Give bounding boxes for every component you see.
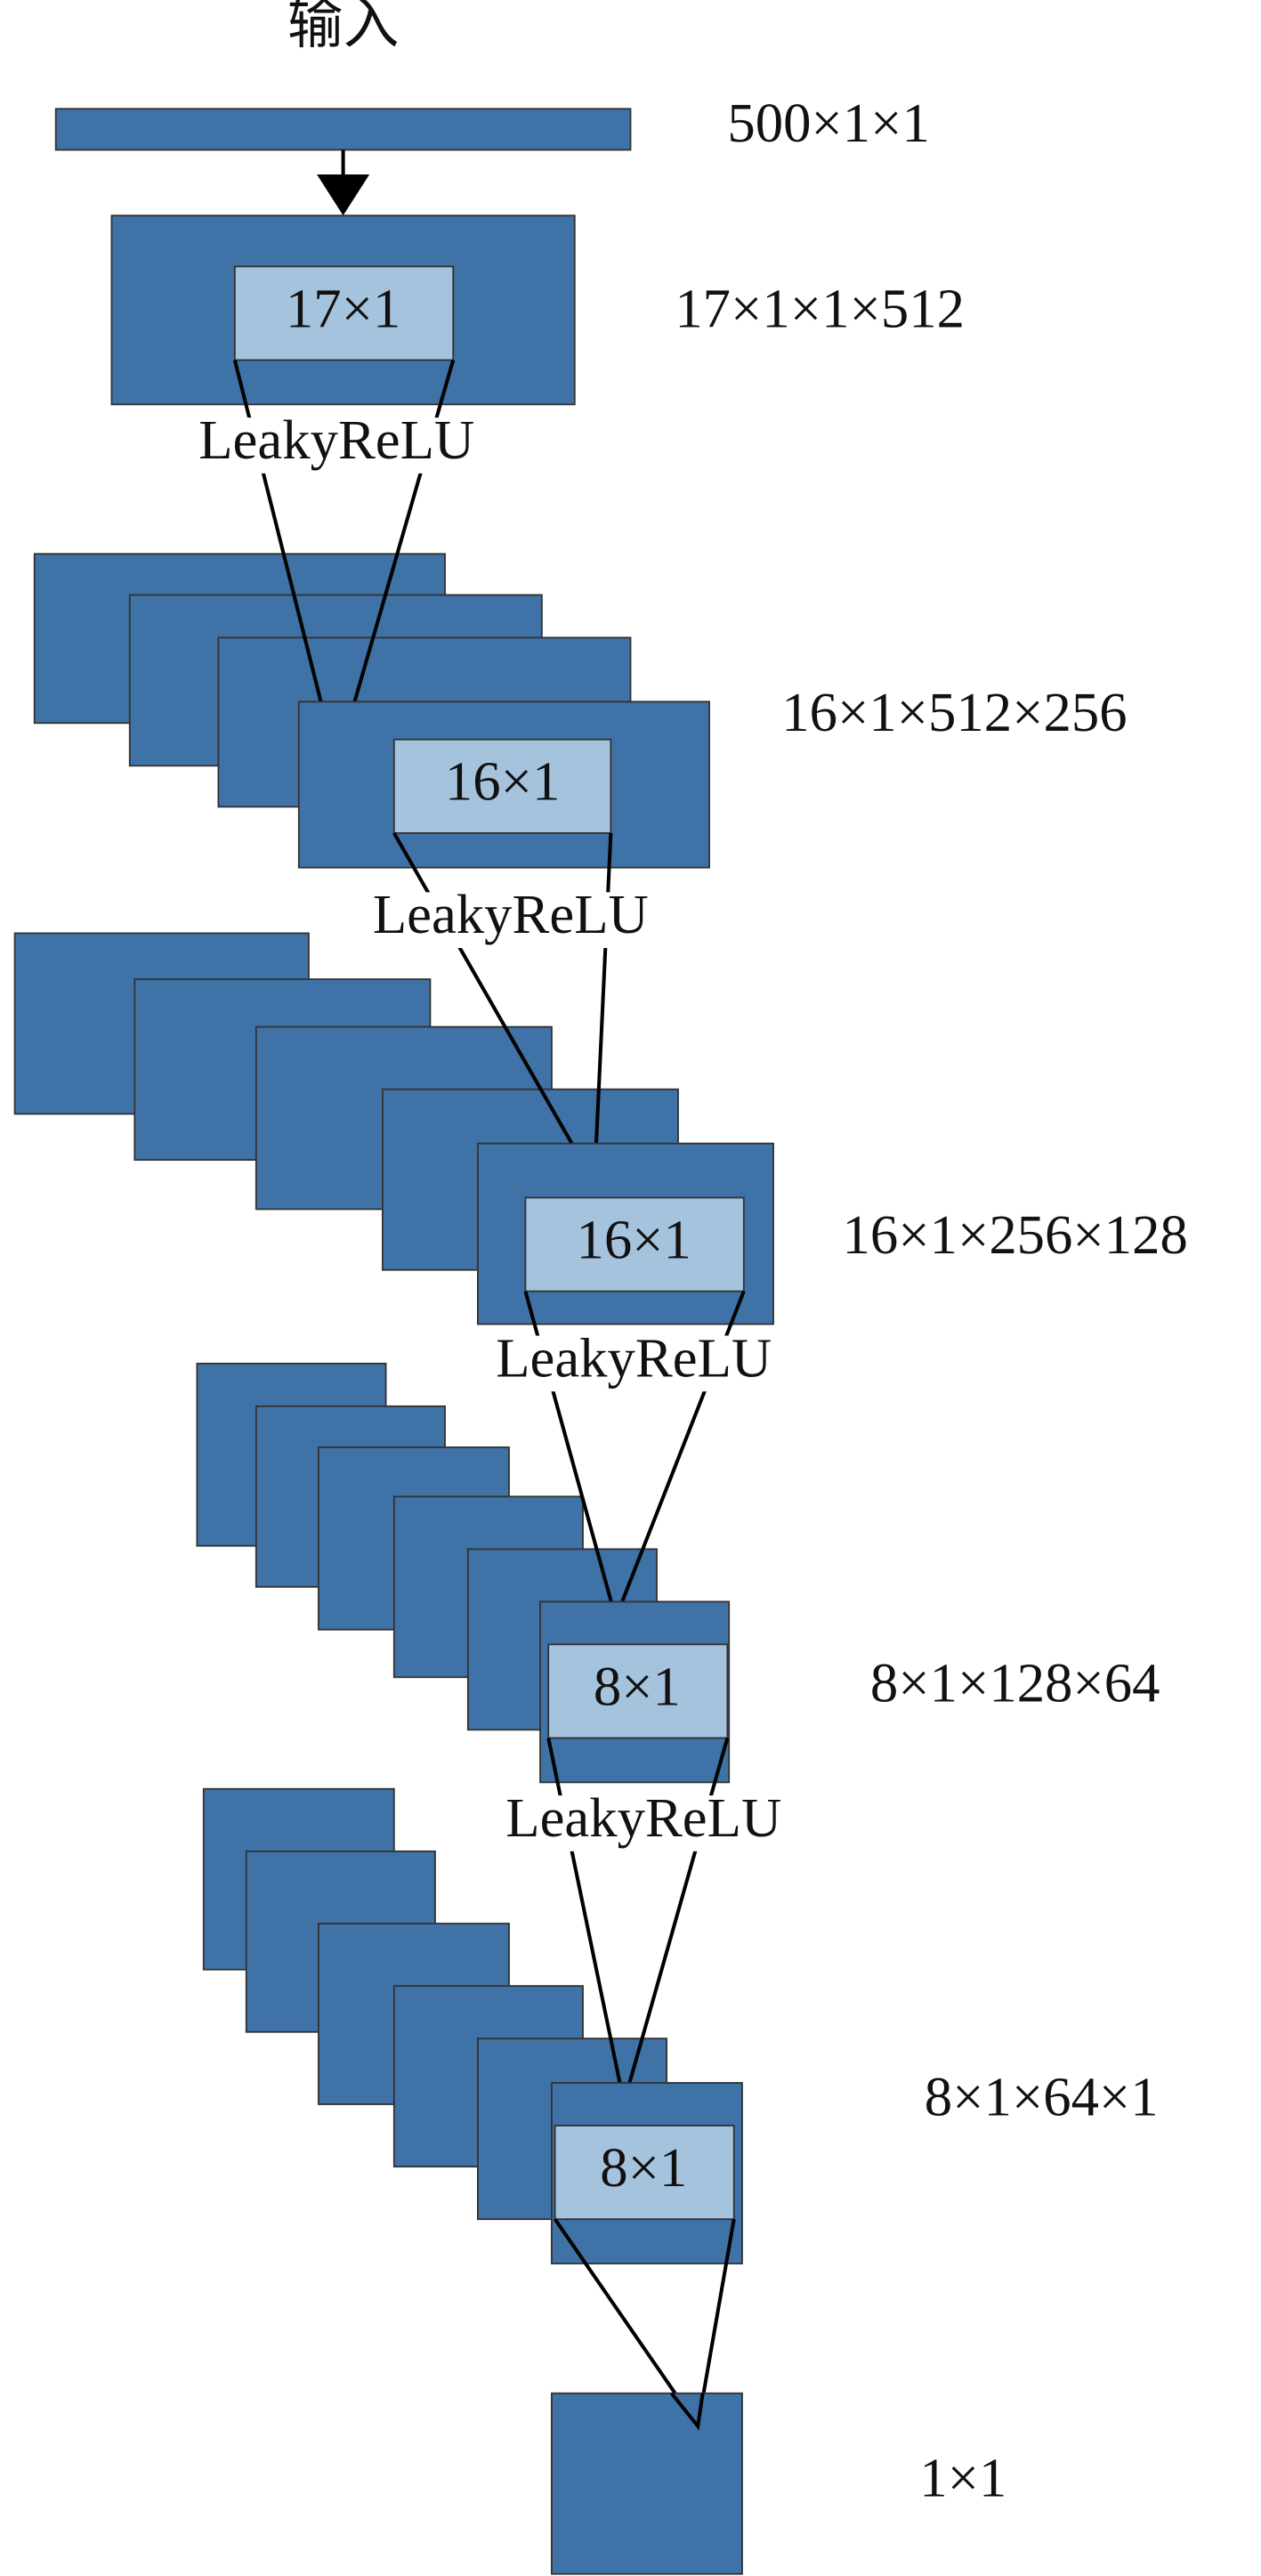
input-block	[54, 108, 632, 151]
label-bg	[354, 892, 670, 949]
shape-label: 8×1×128×64	[870, 1652, 1160, 1714]
kernel	[554, 2125, 735, 2221]
kernel-label: 8×1	[594, 1655, 681, 1717]
activation-label: LeakyReLU	[496, 1326, 772, 1389]
kernel	[233, 265, 455, 361]
activation-label: LeakyReLU	[505, 1786, 781, 1849]
kernel	[547, 1643, 729, 1739]
kernel-label: 17×1	[286, 277, 400, 339]
kernel-label: 8×1	[600, 2136, 687, 2199]
label-bg	[476, 1335, 792, 1392]
label-bg	[180, 417, 497, 474]
output-block	[551, 2392, 743, 2575]
kernel	[392, 738, 612, 834]
input-label: 输入	[287, 0, 399, 55]
label-bg	[486, 1795, 802, 1851]
shape-label: 16×1×512×256	[781, 681, 1127, 743]
kernel	[524, 1196, 745, 1292]
arrow-head	[317, 174, 370, 216]
shape-label: 1×1	[919, 2447, 1006, 2509]
shape-label: 17×1×1×512	[675, 277, 965, 339]
kernel-label: 16×1	[445, 750, 560, 813]
activation-label: LeakyReLU	[373, 883, 649, 945]
shape-label: 500×1×1	[727, 92, 930, 154]
kernel-label: 16×1	[576, 1208, 691, 1270]
connector-tip	[670, 2392, 705, 2431]
shape-label: 8×1×64×1	[925, 2066, 1159, 2128]
shape-label: 16×1×256×128	[843, 1203, 1188, 1266]
activation-label: LeakyReLU	[198, 409, 474, 471]
